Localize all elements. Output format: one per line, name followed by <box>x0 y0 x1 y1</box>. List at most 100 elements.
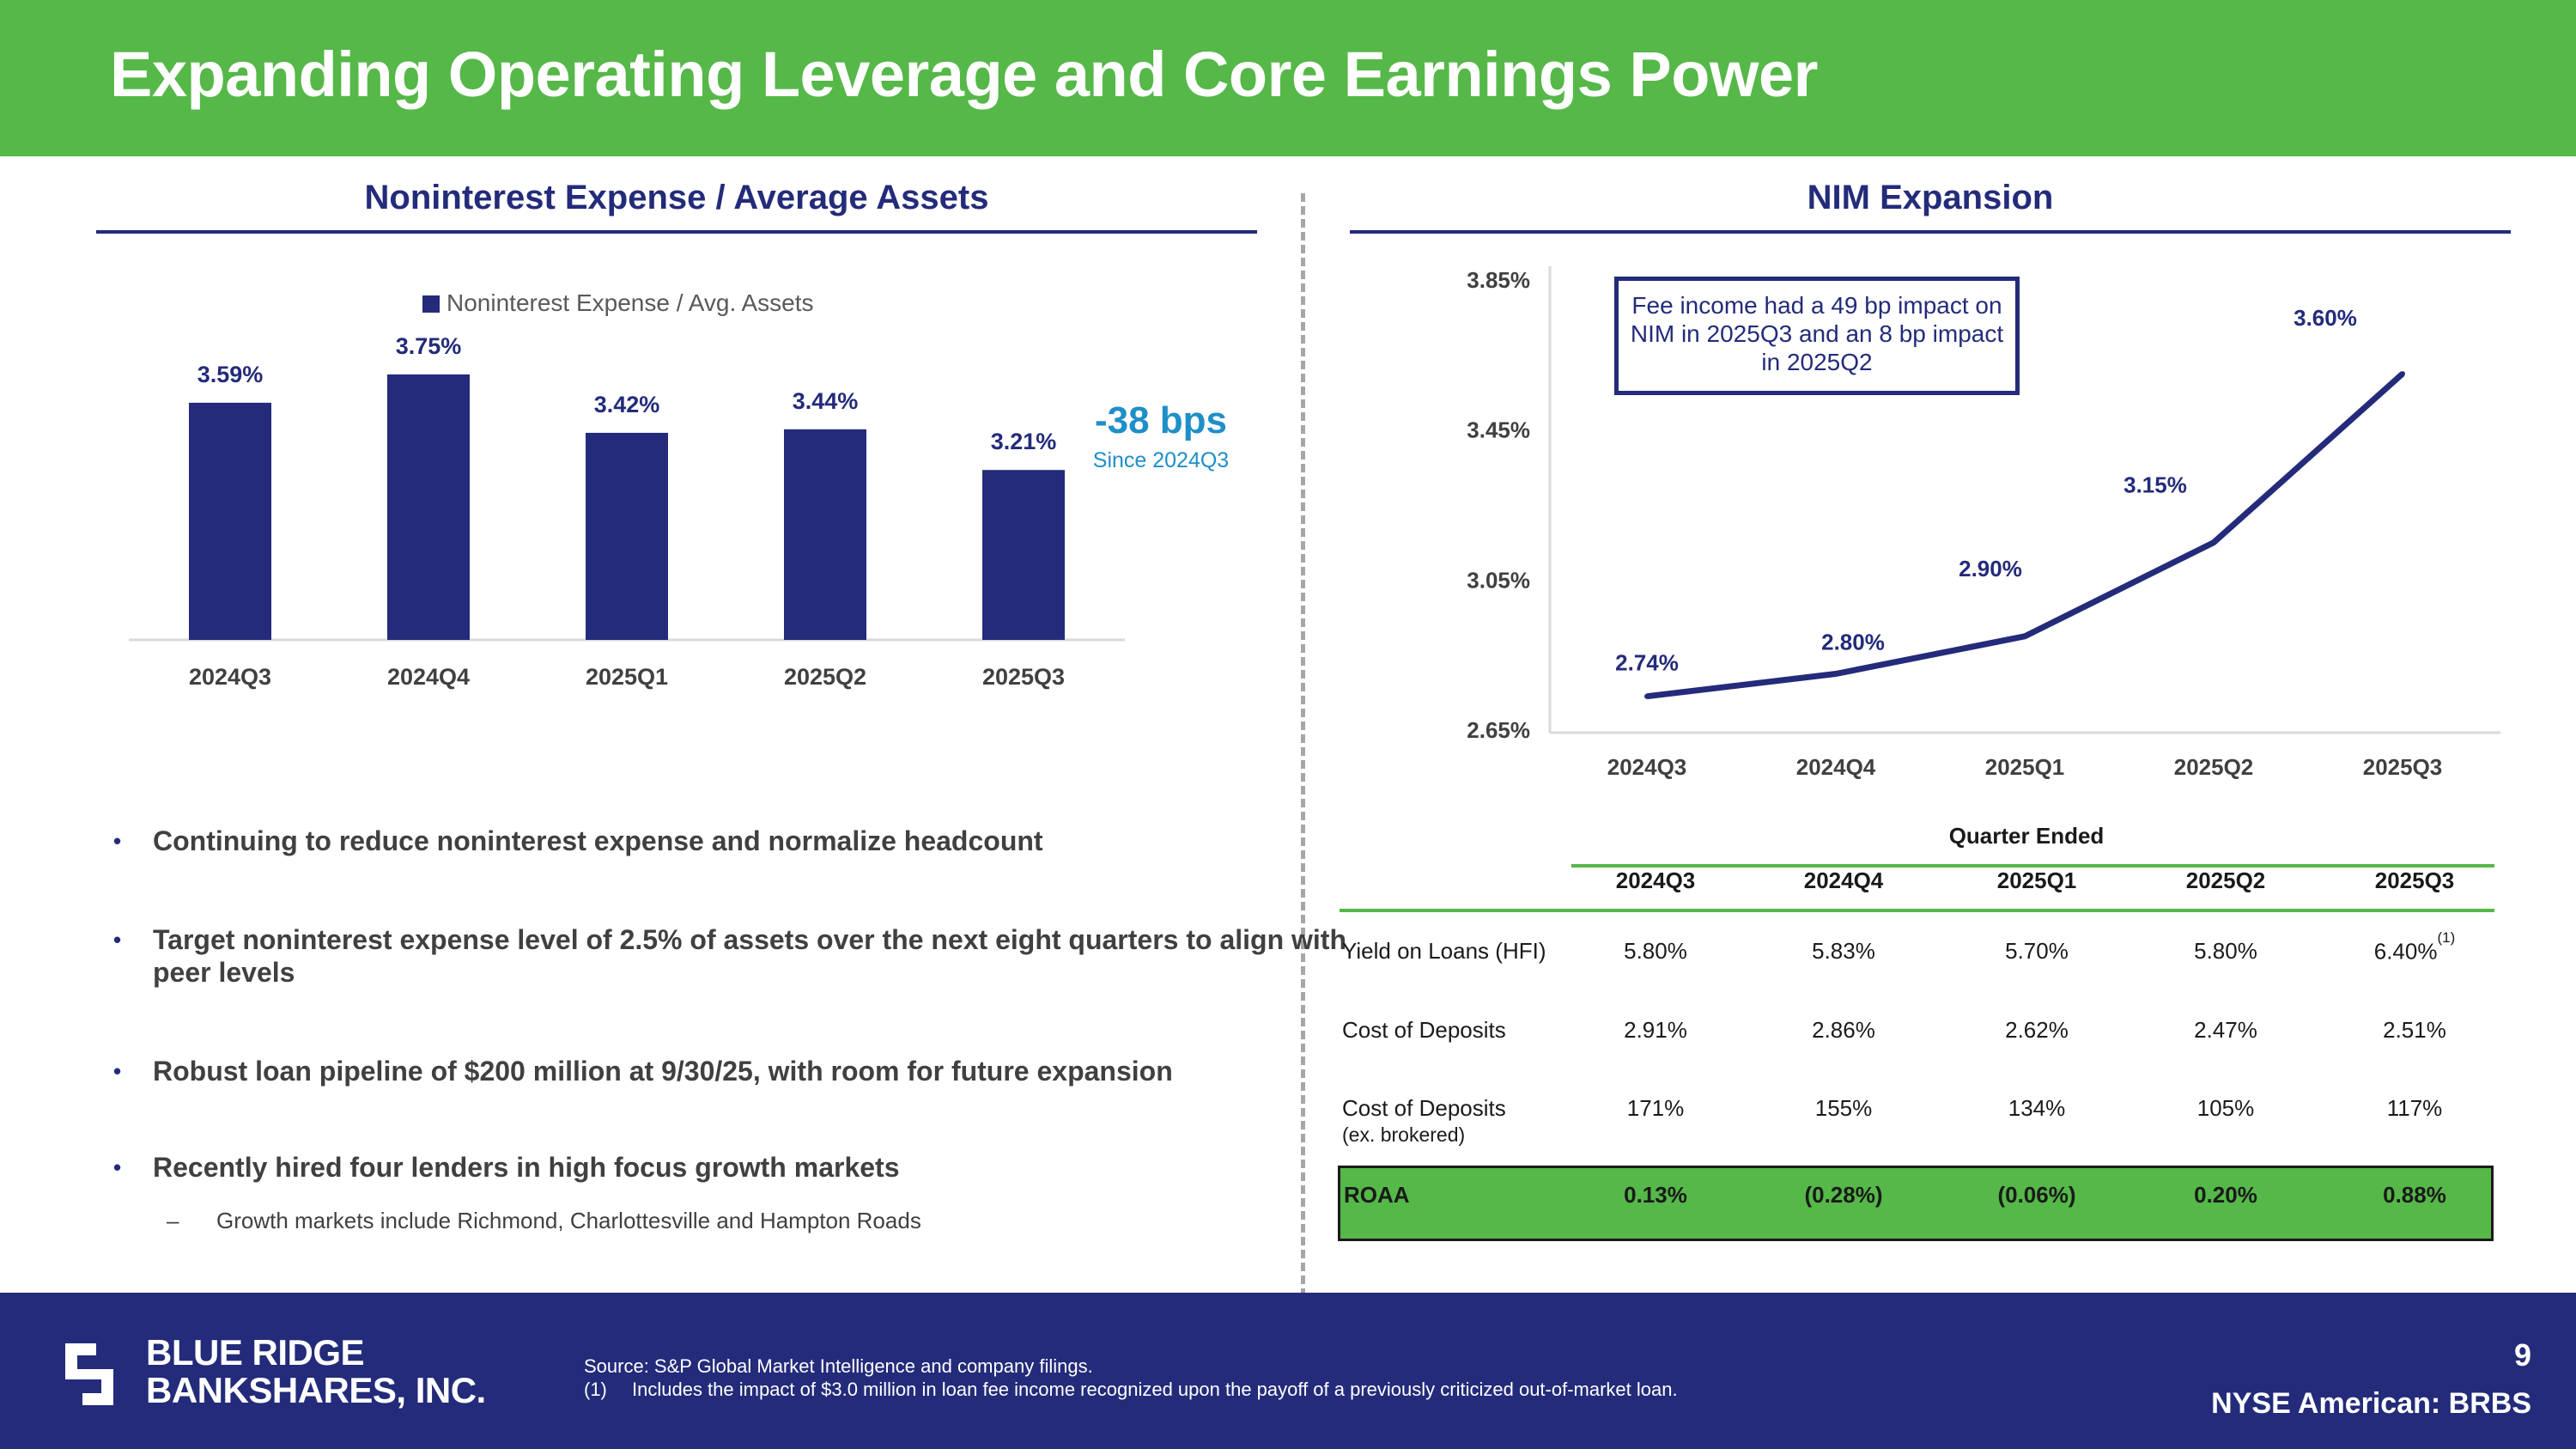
nim-data-label: 3.15% <box>2123 472 2187 498</box>
quarter-ended-label: Quarter Ended <box>1948 823 2105 849</box>
legend-swatch <box>422 295 440 313</box>
table-column-header: 2025Q3 <box>2374 868 2455 893</box>
bar-x-tick-label: 2024Q3 <box>189 664 271 690</box>
bar-data-label: 3.42% <box>594 392 660 417</box>
roaa-cell: 0.88% <box>2383 1182 2446 1208</box>
nim-data-label: 3.60% <box>2293 305 2357 331</box>
right-heading-rule <box>1350 230 2511 234</box>
table-cell: 134% <box>2008 1095 2066 1121</box>
table-cell: 5.80% <box>2194 938 2257 964</box>
bullet-text: Target noninterest expense level of 2.5%… <box>153 924 1346 988</box>
bar-x-tick-label: 2024Q4 <box>387 664 470 690</box>
table-cell: 2.51% <box>2383 1017 2446 1043</box>
line-x-tick-label: 2025Q3 <box>2363 754 2443 780</box>
bar-data-label: 3.21% <box>991 429 1057 454</box>
table-cell: 117% <box>2386 1095 2443 1121</box>
bps-change-callout: -38 bps <box>1094 399 1228 441</box>
table-cell: 2.91% <box>1624 1017 1687 1043</box>
logo-line-1: BLUE RIDGE <box>146 1332 365 1373</box>
roaa-row-highlight <box>1338 1166 2494 1241</box>
bullet-dot-icon: • <box>113 1154 122 1180</box>
bullet-dot-icon: • <box>113 1058 122 1084</box>
line-x-tick-label: 2025Q2 <box>2174 754 2254 780</box>
bar-x-tick-label: 2025Q2 <box>784 664 866 690</box>
nim-point-2024Q3 <box>1644 693 1649 699</box>
roaa-cell: (0.28%) <box>1804 1182 1883 1208</box>
company-logo-text: BLUE RIDGE BANKSHARES, INC. <box>146 1334 486 1409</box>
table-cell: 5.83% <box>1812 938 1875 964</box>
roaa-cell: 0.20% <box>2194 1182 2257 1208</box>
right-section-heading: NIM Expansion <box>1807 179 2054 216</box>
logo-line-2: BANKSHARES, INC. <box>146 1370 486 1410</box>
bar-data-label: 3.59% <box>197 362 264 387</box>
nim-point-2025Q2 <box>2211 539 2216 545</box>
noninterest-expense-bar-chart: Noninterest Expense / Avg. Assets 3.59% 2… <box>129 289 1125 690</box>
nim-data-label: 2.74% <box>1615 650 1679 676</box>
line-y-tick-label: 3.45% <box>1467 417 1530 443</box>
line-y-tick-label: 3.05% <box>1467 567 1530 593</box>
line-y-tick-label: 2.65% <box>1467 717 1530 743</box>
sub-bullet-dash: – <box>167 1208 179 1233</box>
bullet-dot-icon: • <box>113 828 122 854</box>
table-column-header: 2024Q3 <box>1615 868 1696 893</box>
table-column-header: 2025Q2 <box>2185 868 2266 893</box>
table-row-sublabel: (ex. brokered) <box>1342 1123 1466 1146</box>
bar-x-tick-label: 2025Q1 <box>586 664 668 690</box>
table-row-label: Yield on Loans (HFI) <box>1342 938 1546 964</box>
section-divider <box>1301 193 1305 1310</box>
fee-income-note-box: Fee income had a 49 bp impact on NIM in … <box>1614 277 2020 395</box>
nim-point-2025Q1 <box>2022 633 2027 639</box>
left-section-heading: Noninterest Expense / Average Assets <box>364 179 989 216</box>
source-note: Source: S&P Global Market Intelligence a… <box>584 1355 1093 1377</box>
stock-ticker: NYSE American: BRBS <box>2211 1387 2531 1420</box>
nim-point-2024Q4 <box>1833 671 1838 677</box>
roaa-cell: (0.06%) <box>1997 1182 2076 1208</box>
nim-point-2025Q3 <box>2400 371 2405 377</box>
table-header-rule <box>1340 909 2494 912</box>
table-cell: 155% <box>1814 1095 1873 1121</box>
bar-2024Q3 <box>189 402 271 640</box>
line-y-tick-label: 3.85% <box>1467 267 1530 293</box>
page-number: 9 <box>2513 1337 2531 1373</box>
table-cell: 2.86% <box>1812 1017 1875 1043</box>
page-title: Expanding Operating Leverage and Core Ea… <box>110 39 1818 110</box>
bar-2025Q1 <box>586 432 668 640</box>
bullet-text: Robust loan pipeline of $200 million at … <box>153 1056 1173 1087</box>
footnote-number: (1) <box>584 1379 607 1400</box>
table-column-header: 2025Q1 <box>1996 868 2077 893</box>
footer-bar: BLUE RIDGE BANKSHARES, INC. Source: S&P … <box>0 1293 2576 1449</box>
bullet-text: Recently hired four lenders in high focu… <box>153 1152 900 1183</box>
table-cell: 2.62% <box>2005 1017 2069 1043</box>
bar-x-tick-label: 2025Q3 <box>982 664 1065 690</box>
bar-2024Q4 <box>387 374 470 640</box>
table-top-rule <box>1571 864 2494 868</box>
blue-ridge-logo-icon <box>65 1343 113 1405</box>
roaa-cell: 0.13% <box>1624 1182 1687 1208</box>
bar-2025Q2 <box>784 429 866 640</box>
bullet-text: Continuing to reduce noninterest expense… <box>153 825 1043 856</box>
left-heading-rule <box>96 230 1257 234</box>
bar-data-label: 3.44% <box>793 388 859 414</box>
nim-series-line <box>1646 371 2405 700</box>
bar-2025Q3 <box>982 470 1065 640</box>
nim-line-chart: 3.85% 3.45% 3.05% 2.65% 2.74% 2024Q3 2.80% 2024… <box>1467 266 2500 780</box>
sub-bullet-text: Growth markets include Richmond, Charlot… <box>216 1208 921 1233</box>
line-x-tick-label: 2024Q4 <box>1796 754 1876 780</box>
table-row-label: Cost of Deposits <box>1342 1017 1506 1043</box>
table-column-header: 2024Q4 <box>1803 868 1884 893</box>
line-x-tick-label: 2024Q3 <box>1607 754 1687 780</box>
roaa-label: ROAA <box>1344 1182 1410 1208</box>
bar-data-label: 3.75% <box>396 333 462 359</box>
table-cell: 5.70% <box>2005 938 2069 964</box>
nim-data-label: 2.90% <box>1959 556 2022 581</box>
table-cell-with-note: 6.40%(1) <box>2329 929 2500 965</box>
footnote-text: Includes the impact of $3.0 million in l… <box>632 1379 1678 1400</box>
table-cell: 171% <box>1626 1095 1685 1121</box>
title-bar: Expanding Operating Leverage and Core Ea… <box>0 0 2576 156</box>
bps-change-note: Since 2024Q3 <box>1092 448 1230 472</box>
bar-chart-legend: Noninterest Expense / Avg. Assets <box>447 289 814 316</box>
table-row-label: Cost of Deposits <box>1342 1095 1506 1121</box>
table-cell: 2.47% <box>2194 1017 2257 1043</box>
table-cell: 6.40% <box>2373 938 2438 965</box>
bullet-dot-icon: • <box>113 927 122 953</box>
